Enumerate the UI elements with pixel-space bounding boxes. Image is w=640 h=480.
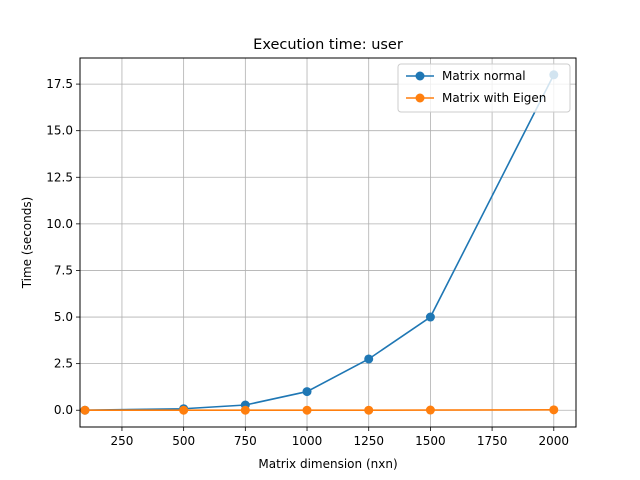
x-tick-label: 1500 — [415, 434, 446, 448]
x-tick-label: 500 — [172, 434, 195, 448]
data-point-matrix-normal — [302, 387, 312, 397]
y-tick-label: 5.0 — [54, 310, 73, 324]
tick-layer: 250 500 750 1000 1250 1500 1750 2000 0.0 2.5 5.0 7.… — [46, 77, 569, 448]
data-point-matrix-with-eigen — [364, 405, 374, 415]
x-tick-label: 1750 — [477, 434, 508, 448]
data-point-matrix-with-eigen — [425, 405, 435, 415]
legend-box — [397, 63, 571, 113]
y-tick-label: 0.0 — [54, 403, 73, 417]
x-tick-label: 250 — [110, 434, 133, 448]
x-tick-label: 1250 — [353, 434, 384, 448]
y-axis-label: Time (seconds) — [20, 197, 34, 290]
chart-title: Execution time: user — [253, 37, 403, 53]
data-point-matrix-with-eigen — [240, 405, 250, 415]
legend: Matrix normal Matrix with Eigen — [397, 63, 571, 113]
legend-label-matrix-with-eigen: Matrix with Eigen — [442, 91, 546, 105]
data-point-matrix-with-eigen — [549, 405, 559, 415]
legend-marker-matrix-normal — [415, 71, 425, 81]
legend-label-matrix-normal: Matrix normal — [442, 69, 526, 83]
x-tick-label: 2000 — [539, 434, 570, 448]
y-tick-label: 15.0 — [46, 124, 73, 138]
y-tick-label: 17.5 — [46, 77, 73, 91]
data-point-matrix-with-eigen — [80, 405, 90, 415]
y-tick-label: 2.5 — [54, 357, 73, 371]
data-point-matrix-normal — [425, 312, 435, 322]
y-tick-label: 10.0 — [46, 217, 73, 231]
y-tick-label: 7.5 — [54, 263, 73, 277]
data-point-matrix-with-eigen — [302, 405, 312, 415]
x-axis-label: Matrix dimension (nxn) — [258, 457, 397, 471]
data-point-matrix-with-eigen — [179, 405, 189, 415]
x-tick-label: 1000 — [292, 434, 323, 448]
y-tick-label: 12.5 — [46, 170, 73, 184]
data-point-matrix-normal — [364, 354, 374, 364]
x-tick-label: 750 — [234, 434, 257, 448]
legend-marker-matrix-with-eigen — [415, 93, 425, 103]
plot-frame — [79, 57, 577, 428]
